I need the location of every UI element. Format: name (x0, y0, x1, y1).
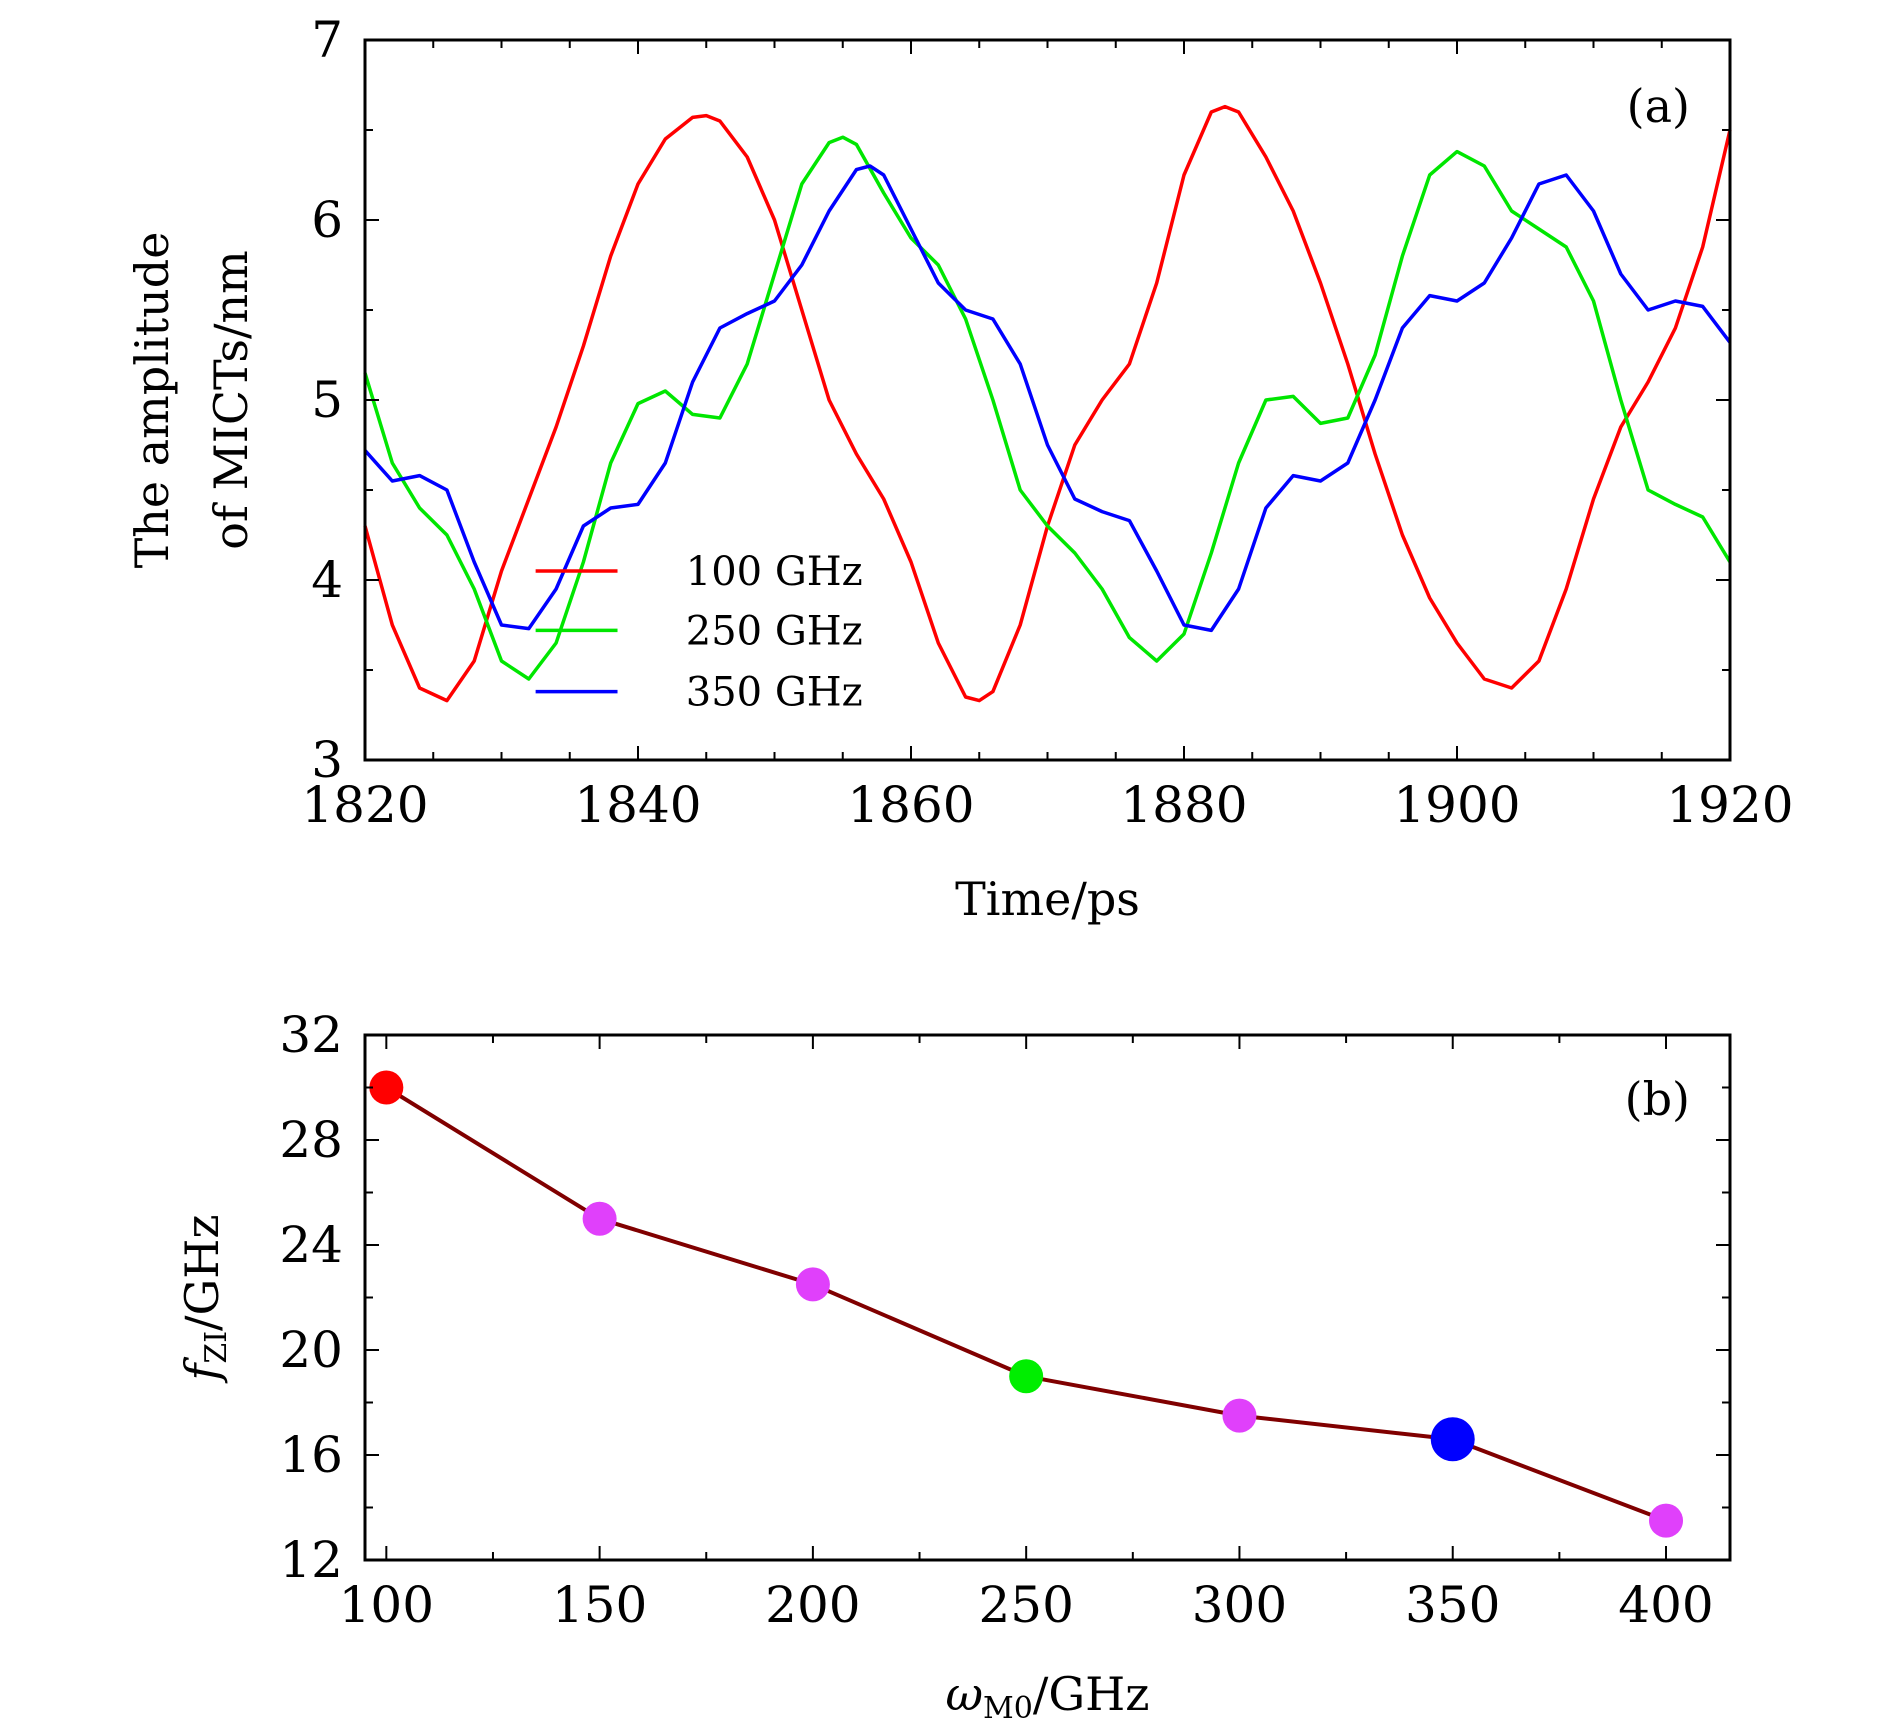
x-tick-label: 1840 (574, 776, 701, 834)
data-point-250 (1009, 1359, 1044, 1394)
panel-b-x-unit: /GHz (1033, 1667, 1150, 1721)
series-line-350-ghz (363, 164, 1732, 633)
x-tick-label: 100 (339, 1576, 434, 1634)
x-tick-label: 1860 (847, 776, 974, 834)
panel-a-frame (363, 38, 1732, 762)
x-tick-label: 350 (1405, 1576, 1500, 1634)
x-tick-label: 300 (1192, 1576, 1287, 1634)
data-point-350 (1430, 1417, 1475, 1462)
legend-label-250ghz: 250 GHz (686, 608, 863, 654)
x-tick-label: 400 (1618, 1576, 1713, 1634)
x-tick-label: 200 (765, 1576, 860, 1634)
legend-label-100ghz: 100 GHz (686, 549, 863, 595)
data-point-400 (1649, 1503, 1684, 1538)
y-tick-label: 20 (279, 1321, 343, 1379)
panel-b-y-subscript: ZI (199, 1331, 234, 1364)
panel-b-y-unit: /GHz (175, 1214, 229, 1331)
x-tick-label: 1920 (1666, 776, 1793, 834)
x-tick-label: 250 (978, 1576, 1073, 1634)
y-tick-label: 32 (279, 1006, 343, 1064)
y-tick-label: 6 (311, 191, 343, 249)
y-tick-label: 12 (279, 1531, 343, 1589)
y-tick-label: 28 (279, 1111, 343, 1169)
y-tick-label: 5 (311, 371, 343, 429)
panel-b-x-subscript: M0 (983, 1691, 1033, 1725)
panel-a-y-axis-label-line1: The amplitude (125, 232, 179, 569)
panel-a-x-axis-label: Time/ps (955, 872, 1140, 926)
panel-b-frame (363, 1033, 1732, 1562)
y-tick-label: 7 (311, 11, 343, 69)
y-tick-label: 16 (279, 1426, 343, 1484)
panel-b-label: (b) (1625, 1072, 1690, 1126)
x-tick-label: 1880 (1120, 776, 1247, 834)
panel-a: 1820 1840 1860 1880 1900 1920 3 4 5 6 7 (a) Time/p… (125, 11, 1794, 926)
data-point-150 (582, 1201, 617, 1236)
panel-a-legend: 100 GHz 250 GHz 350 GHz (535, 549, 863, 716)
panel-b-y-axis-label: fZI/GHz (175, 1214, 234, 1383)
x-tick-label: 150 (552, 1576, 647, 1634)
panel-b: 100 150 200 250 300 350 400 12 16 20 24 28 32 (b) ωM… (175, 1006, 1732, 1725)
y-tick-label: 3 (311, 731, 343, 789)
panel-b-x-symbol: ω (946, 1667, 984, 1721)
x-tick-label: 1900 (1393, 776, 1520, 834)
series-line-250-ghz (363, 135, 1732, 681)
data-point-300 (1222, 1398, 1257, 1433)
x-tick-label: 1820 (301, 776, 428, 834)
data-point-100 (369, 1070, 404, 1105)
panel-a-y-axis-label-line2: of MICTs/nm (204, 250, 258, 550)
panel-b-x-axis-label: ωM0/GHz (946, 1667, 1150, 1725)
y-tick-label: 4 (311, 551, 343, 609)
legend-label-350ghz: 350 GHz (686, 670, 863, 716)
series-line-100-ghz (363, 104, 1732, 703)
data-line (385, 1085, 1667, 1523)
panel-a-label: (a) (1627, 79, 1690, 133)
y-tick-label: 24 (279, 1216, 343, 1274)
data-point-200 (795, 1267, 830, 1302)
